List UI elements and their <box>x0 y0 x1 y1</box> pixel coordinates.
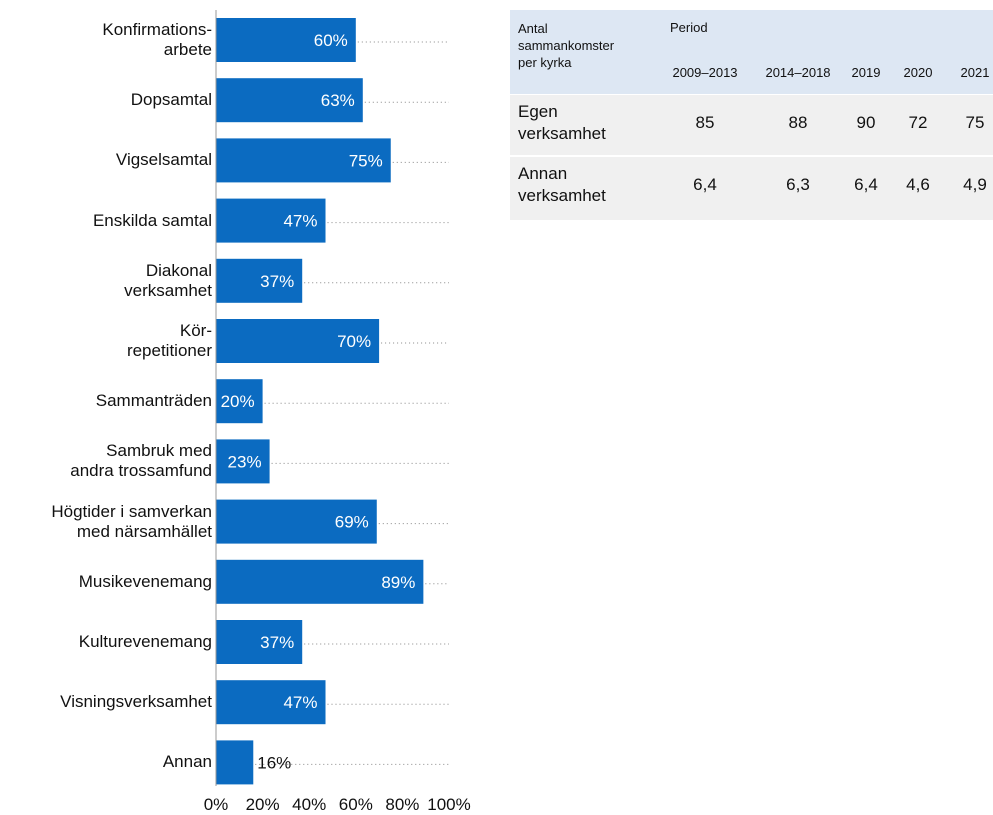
table-cell: 6,4 <box>693 175 717 194</box>
category-label: Kör- repetitioner <box>126 321 212 360</box>
value-label: 75% <box>349 151 383 170</box>
bar <box>216 138 391 183</box>
x-tick-label: 40% <box>292 795 327 814</box>
category-label: Sammanträden <box>95 391 212 411</box>
value-label: 60% <box>314 31 348 50</box>
x-tick-label: 60% <box>338 795 373 814</box>
x-tick-label: 20% <box>245 795 280 814</box>
table-column-header: 2009–2013 <box>672 65 738 80</box>
category-label: Dopsamtal <box>130 90 212 110</box>
bar <box>216 379 263 424</box>
table-row-header: Annan verksamhet <box>518 164 606 205</box>
category-label: Högtider i samverkan med närsamhället <box>51 501 212 541</box>
table-column-header: 2020 <box>903 65 933 80</box>
x-tick-label: 80% <box>385 795 420 814</box>
category-label: Kulturevenemang <box>78 632 212 651</box>
value-label: 47% <box>283 212 317 231</box>
table-cell: 88 <box>788 113 808 132</box>
value-label: 69% <box>335 513 369 532</box>
value-label: 89% <box>381 573 415 592</box>
category-label: Diakonal verksamhet <box>124 260 212 300</box>
category-label: Musikevenemang <box>78 571 212 591</box>
bar <box>216 439 270 484</box>
table-cell: 72 <box>908 113 928 132</box>
bar <box>216 499 377 544</box>
bar <box>216 559 424 604</box>
table-column-header: 2014–2018 <box>765 65 831 80</box>
table-cell: 75 <box>965 113 985 132</box>
category-label: Sambruk med andra trossamfund <box>70 441 212 481</box>
table-corner: Antal sammankomster per kyrka <box>518 21 615 70</box>
value-label: 70% <box>337 332 371 351</box>
table-cell: 85 <box>695 113 715 132</box>
bar <box>216 680 326 725</box>
value-label: 37% <box>260 633 294 652</box>
table-column-header: 2021 <box>960 65 990 80</box>
table-cell: 6,3 <box>786 175 810 194</box>
bar <box>216 740 254 785</box>
value-label: 37% <box>260 272 294 291</box>
value-label: 63% <box>321 91 355 110</box>
table-row-bg <box>510 157 993 220</box>
bar <box>216 258 303 303</box>
category-label: Vigselsamtal <box>115 150 212 170</box>
table-cell: 6,4 <box>854 175 878 194</box>
bar <box>216 18 356 62</box>
bar <box>216 198 326 243</box>
value-label: 47% <box>283 693 317 712</box>
bar <box>216 319 380 363</box>
bar <box>216 78 363 123</box>
value-label: 16% <box>257 753 291 772</box>
category-label: Enskilda samtal <box>92 210 212 230</box>
value-label: 20% <box>221 392 255 411</box>
table-cell: 4,9 <box>963 175 987 194</box>
table-column-header: 2019 <box>851 65 881 80</box>
table-cell: 4,6 <box>906 175 930 194</box>
x-tick-label: 100% <box>427 795 471 814</box>
x-tick-label: 0% <box>203 795 229 814</box>
category-label: Annan <box>162 752 212 772</box>
category-label: Konfirmations- arbete <box>102 20 212 59</box>
table-group: Period <box>670 20 708 35</box>
table-row-header: Egen verksamhet <box>518 102 606 143</box>
table-header-bg <box>510 10 993 94</box>
value-label: 23% <box>228 452 262 471</box>
category-label: Visningsverksamhet <box>60 692 212 712</box>
bar <box>216 620 303 664</box>
table-cell: 90 <box>856 113 876 132</box>
table-row-bg <box>510 95 993 155</box>
